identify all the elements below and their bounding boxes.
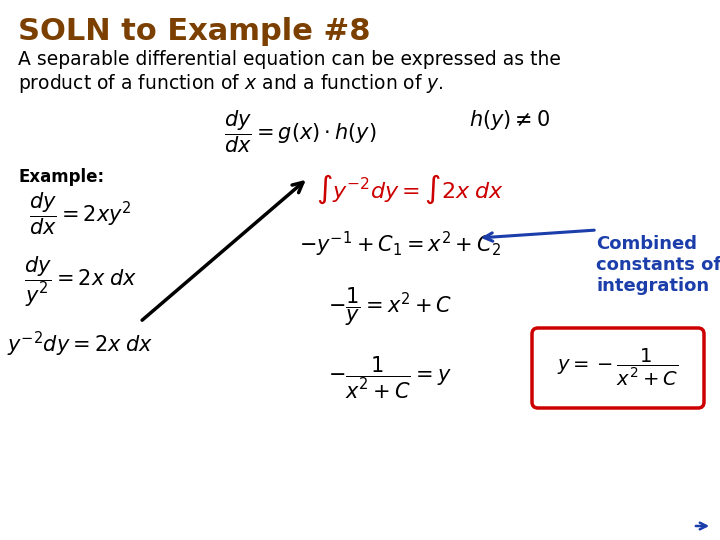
Text: $h\left(y\right)\neq 0$: $h\left(y\right)\neq 0$ [469, 108, 551, 132]
Text: $-y^{-1}+C_1 = x^2+C_2$: $-y^{-1}+C_1 = x^2+C_2$ [299, 230, 501, 259]
Text: $\dfrac{dy}{dx} = g\left(x\right)\cdot h\left(y\right)$: $\dfrac{dy}{dx} = g\left(x\right)\cdot h… [224, 108, 377, 154]
Text: product of a function of $x$ and a function of $y$.: product of a function of $x$ and a funct… [18, 72, 444, 95]
FancyBboxPatch shape [532, 328, 704, 408]
Text: $y = -\dfrac{1}{x^2+C}$: $y = -\dfrac{1}{x^2+C}$ [557, 346, 678, 388]
Text: Combined
constants of
integration: Combined constants of integration [596, 235, 720, 295]
Text: $-\dfrac{1}{x^2+C} = y$: $-\dfrac{1}{x^2+C} = y$ [328, 355, 452, 401]
Text: $\int y^{-2}dy = \int 2x\;dx$: $\int y^{-2}dy = \int 2x\;dx$ [316, 173, 504, 206]
Text: $-\dfrac{1}{y} = x^2+C$: $-\dfrac{1}{y} = x^2+C$ [328, 285, 452, 328]
Text: Example:: Example: [18, 168, 104, 186]
Text: $\dfrac{dy}{dx} = 2xy^{2}$: $\dfrac{dy}{dx} = 2xy^{2}$ [29, 190, 131, 237]
Text: A separable differential equation can be expressed as the: A separable differential equation can be… [18, 50, 561, 69]
Text: SOLN to Example #8: SOLN to Example #8 [18, 17, 371, 46]
Text: $y^{-2}dy = 2x\;dx$: $y^{-2}dy = 2x\;dx$ [7, 330, 153, 359]
Text: $\dfrac{dy}{y^{2}} = 2x\;dx$: $\dfrac{dy}{y^{2}} = 2x\;dx$ [24, 255, 137, 309]
